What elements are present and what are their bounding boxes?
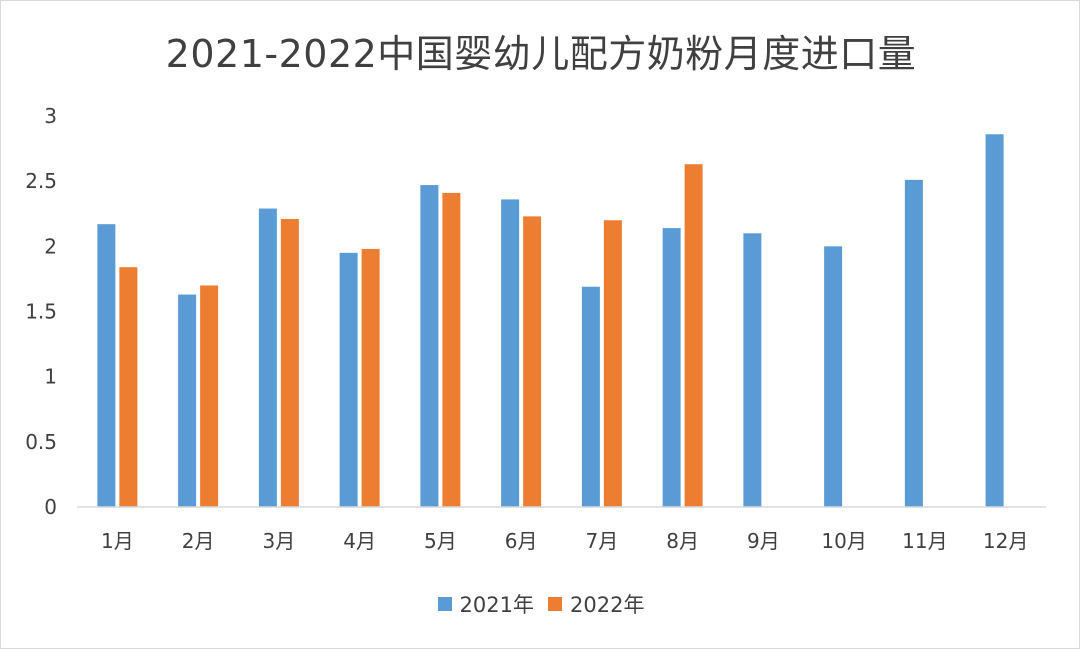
- bar-2022-3: [280, 218, 299, 508]
- bar-2021-9: [743, 233, 762, 508]
- bar-2021-3: [258, 208, 277, 507]
- bar-2022-2: [200, 285, 219, 507]
- x-tick-label: 7月: [586, 529, 619, 553]
- x-tick-label: 11月: [902, 529, 947, 553]
- bar-2021-2: [178, 294, 197, 507]
- x-tick-label: 9月: [747, 529, 780, 553]
- x-tick-label: 1月: [101, 529, 134, 553]
- bar-2021-5: [420, 185, 439, 507]
- bar-2022-5: [442, 192, 461, 507]
- bar-2022-7: [603, 220, 622, 507]
- y-tick-label: 1: [44, 365, 57, 389]
- bar-2021-11: [904, 179, 923, 507]
- bar-2021-1: [97, 224, 116, 507]
- legend-swatch-2022: [548, 597, 562, 611]
- x-tick-label: 5月: [424, 529, 457, 553]
- x-tick-label: 3月: [263, 529, 296, 553]
- x-tick-label: 8月: [666, 529, 699, 553]
- y-tick-label: 1.5: [25, 300, 57, 324]
- bar-2021-4: [339, 252, 358, 507]
- x-tick-label: 6月: [505, 529, 538, 553]
- legend-item-2022: 2022年: [548, 589, 644, 619]
- x-tick-label: 4月: [343, 529, 376, 553]
- x-tick-label: 12月: [983, 529, 1028, 553]
- bar-2021-12: [985, 134, 1004, 507]
- x-tick-label: 10月: [821, 529, 866, 553]
- bar-2022-8: [684, 164, 703, 507]
- legend-swatch-2021: [437, 597, 452, 611]
- x-tick-label: 2月: [182, 529, 215, 553]
- y-tick-label: 2: [44, 234, 57, 258]
- chart-title: 2021-2022中国婴幼儿配方奶粉月度进口量: [165, 32, 917, 76]
- bar-2022-1: [119, 267, 138, 507]
- y-tick-label: 0: [44, 495, 57, 519]
- legend: 2021年 2022年: [1, 589, 1080, 619]
- bar-2022-6: [523, 216, 542, 507]
- y-tick-label: 0.5: [25, 430, 57, 454]
- legend-label-2021: 2021年: [459, 593, 534, 617]
- bar-2021-8: [662, 228, 681, 507]
- y-tick-label: 2.5: [25, 169, 57, 193]
- bar-2021-6: [501, 199, 520, 507]
- bar-2021-7: [581, 286, 600, 507]
- y-tick-label: 3: [44, 104, 57, 128]
- legend-item-2021: 2021年: [437, 589, 534, 619]
- bar-2021-10: [824, 246, 843, 508]
- bar-2022-4: [361, 248, 380, 507]
- legend-label-2022: 2022年: [570, 593, 645, 617]
